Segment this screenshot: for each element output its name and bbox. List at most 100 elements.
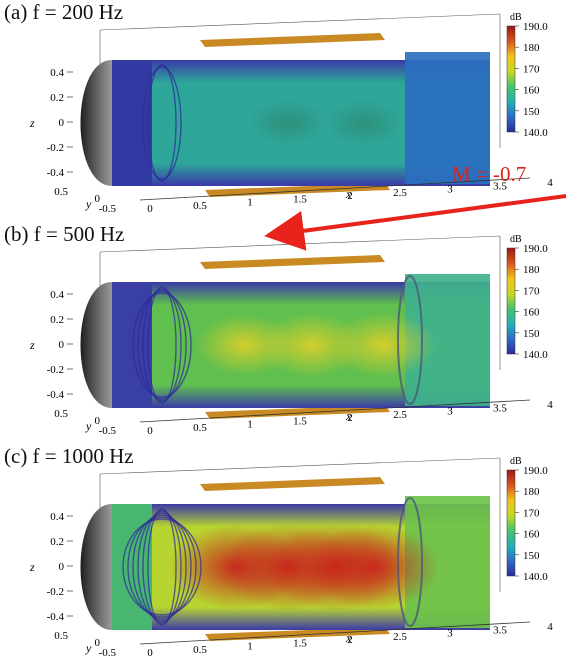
x-tick-label: 2.5 <box>393 631 407 643</box>
z-axis-label: z <box>29 116 35 130</box>
z-tick-label: -0.2 <box>47 586 64 598</box>
colorbar <box>506 25 516 133</box>
x-tick-label: 0 <box>147 203 153 215</box>
y-tick-label: 0 <box>95 637 101 649</box>
colorbar-tick-label: 140.0 <box>523 127 548 139</box>
panel-b: 0.4 0.2 0 -0.2 -0.4 z 0.5 0 -0.5 y 0 0.5 1 1.5 2 2.5 3 3.… <box>0 222 573 444</box>
x-tick-label: 3.5 <box>493 624 507 636</box>
end-cap <box>80 504 112 630</box>
x-tick-label: 3 <box>447 184 453 196</box>
colorbar-tick-label: 160 <box>523 85 540 97</box>
x-tick-label: 1.5 <box>293 415 307 427</box>
z-tick-label: 0.4 <box>50 289 64 301</box>
x-axis-label: x <box>345 409 352 423</box>
x-tick-label: 1.5 <box>293 193 307 205</box>
colorbar-unit: dB <box>510 456 522 467</box>
z-tick-label: -0.4 <box>47 389 65 401</box>
x-axis-label: x <box>345 187 352 201</box>
colorbar-tick-label: 140.0 <box>523 571 548 583</box>
z-tick-label: 0 <box>59 561 65 573</box>
panel-a-title: (a) f = 200 Hz <box>4 0 124 24</box>
colorbar-tick-label: 180 <box>523 42 540 54</box>
z-tick-label: 0 <box>59 339 65 351</box>
x-tick-label: 3 <box>447 406 453 418</box>
x-tick-label: 0.5 <box>193 200 207 212</box>
y-tick-label: -0.5 <box>99 425 117 437</box>
colorbar-tick-label: 150 <box>523 550 540 562</box>
colorbar-tick-label: 160 <box>523 307 540 319</box>
upper-plate <box>200 33 385 47</box>
y-tick-label: 0 <box>95 193 101 205</box>
colorbar-tick-label: 140.0 <box>523 349 548 361</box>
panel-c: 0.4 0.2 0 -0.2 -0.4 z 0.5 0 -0.5 y 0 0.5 1 1.5 2 2.5 3 3.… <box>0 444 573 666</box>
end-cap <box>80 60 112 186</box>
x-tick-label: 2.5 <box>393 409 407 421</box>
z-tick-label: 0.4 <box>50 511 64 523</box>
x-tick-label: 1 <box>247 641 253 653</box>
colorbar-tick-label: 160 <box>523 529 540 541</box>
flow-arrow-line <box>264 194 567 251</box>
pressure-field <box>112 274 490 408</box>
z-tick-label: -0.4 <box>47 611 65 623</box>
x-tick-label: 3.5 <box>493 180 507 192</box>
x-tick-label: 3 <box>447 628 453 640</box>
z-tick-label: 0 <box>59 117 65 129</box>
upper-plate <box>200 255 385 269</box>
upper-plate <box>200 477 385 491</box>
x-tick-label: 1 <box>247 419 253 431</box>
z-tick-label: 0.4 <box>50 67 64 79</box>
colorbar-unit: dB <box>510 12 522 23</box>
x-tick-label: 0 <box>147 425 153 437</box>
panel-b-plot: 0.40.20-0.2-0.4z0.50-0.5y 0 0.5 1 1.5 2 2.5 3 3.… <box>29 234 553 437</box>
panel-b-title: (b) f = 500 Hz <box>4 222 125 246</box>
y-axis-label: y <box>85 641 92 655</box>
z-axis-label: z <box>29 560 35 574</box>
colorbar-unit: dB <box>510 234 522 245</box>
x-tick-label: 1.5 <box>293 637 307 649</box>
end-cap <box>80 282 112 408</box>
x-tick-label: 4 <box>547 621 553 633</box>
colorbar-tick-label: 150 <box>523 328 540 340</box>
colorbar-tick-label: 170 <box>523 507 540 519</box>
z-tick-label: 0.2 <box>50 92 64 104</box>
panel-c-title: (c) f = 1000 Hz <box>4 444 134 468</box>
colorbar-tick-label: 190.0 <box>523 243 548 255</box>
z-tick-label: -0.4 <box>47 167 65 179</box>
pressure-field <box>112 496 490 630</box>
x-tick-label: 2 <box>347 190 353 202</box>
z-tick-label: 0.2 <box>50 314 64 326</box>
y-tick-label: -0.5 <box>99 647 117 659</box>
x-tick-label: 4 <box>547 399 553 411</box>
x-tick-label: 2.5 <box>393 187 407 199</box>
colorbar-tick-label: 150 <box>523 106 540 118</box>
pressure-field <box>112 52 490 186</box>
y-tick-label: 0.5 <box>54 630 68 642</box>
colorbar <box>506 247 516 355</box>
x-tick-label: 1 <box>247 197 253 209</box>
z-tick-label: -0.2 <box>47 142 64 154</box>
panel-a-plot: 0.40.20-0.2-0.4z0.50-0.5y 0 0.5 1 1.5 2 2.5 3 3.… <box>29 12 553 215</box>
colorbar-tick-label: 180 <box>523 264 540 276</box>
y-tick-label: 0.5 <box>54 186 68 198</box>
x-tick-label: 2 <box>347 412 353 424</box>
y-axis-label: y <box>85 419 92 433</box>
colorbar-tick-label: 170 <box>523 285 540 297</box>
panel-a: 0.4 0.2 0 -0.2 -0.4 z 0.5 0 -0.5 y 0 0.5 1 1.5 2 2.5 3 3.… <box>0 0 573 222</box>
mach-number-label: M = -0.7 <box>452 162 527 186</box>
z-tick-label: 0.2 <box>50 536 64 548</box>
colorbar-tick-label: 180 <box>523 486 540 498</box>
x-tick-label: 2 <box>347 634 353 646</box>
x-tick-label: 0.5 <box>193 644 207 656</box>
colorbar-tick-label: 190.0 <box>523 21 548 33</box>
colorbar-tick-label: 170 <box>523 63 540 75</box>
y-tick-label: 0 <box>95 415 101 427</box>
x-tick-label: 3.5 <box>493 402 507 414</box>
x-tick-label: 4 <box>547 177 553 189</box>
z-axis-label: z <box>29 338 35 352</box>
panel-c-plot: 0.40.20-0.2-0.4z0.50-0.5y 0 0.5 1 1.5 2 2.5 3 3.… <box>29 456 553 659</box>
y-tick-label: -0.5 <box>99 203 117 215</box>
y-tick-label: 0.5 <box>54 408 68 420</box>
colorbar <box>506 469 516 577</box>
x-tick-label: 0.5 <box>193 422 207 434</box>
